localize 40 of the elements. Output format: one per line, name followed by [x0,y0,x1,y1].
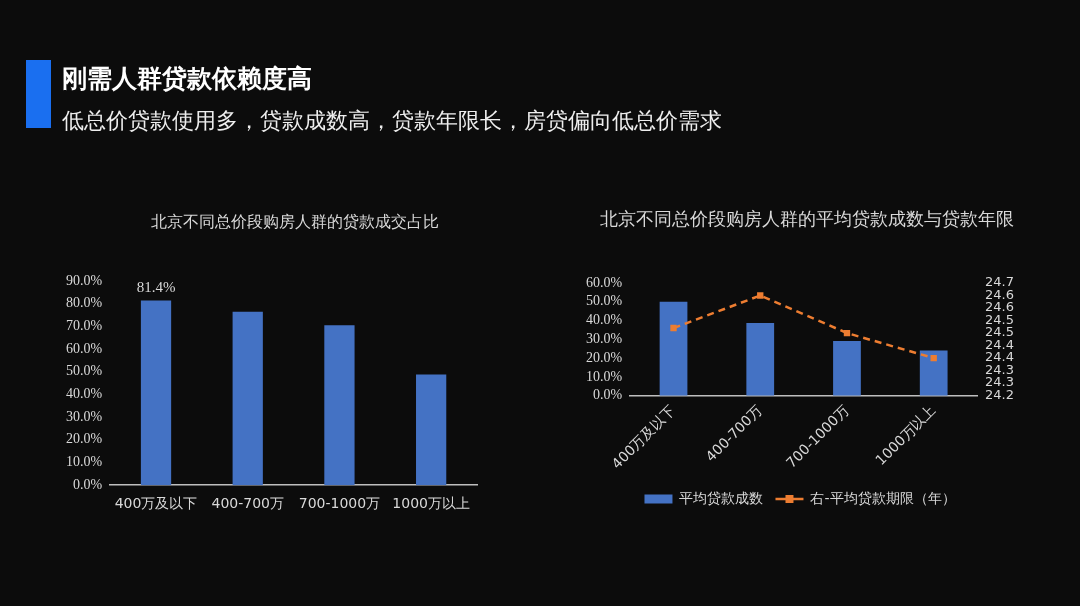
point [757,292,764,299]
y-tick-label: 90.0% [65,272,103,288]
legend-label: 右-平均贷款期限（年） [810,489,956,506]
y-tick-label: 30.0% [65,408,103,424]
bar [324,325,355,486]
legend-label: 平均贷款成数 [679,489,764,506]
bar [746,322,775,396]
y-tick-label: 60.0% [585,274,623,290]
y-tick-label: 50.0% [65,363,103,379]
x-tick-label: 400万及以下 [114,495,198,512]
y-tick-label: 80.0% [65,295,103,311]
text: 刚需人群贷款依赖度高 [62,63,312,95]
point [670,324,677,332]
x-tick-label: 400-700万 [211,495,284,512]
y-tick-label: 20.0% [585,349,623,365]
y-tick-label: 40.0% [585,312,623,328]
bar [140,300,172,486]
y-tick-label: 40.0% [65,386,103,402]
y-tick-label: 50.0% [585,293,623,309]
chart-title: 北京不同总价段购房人群的贷款成交占比 [151,212,439,232]
chart-title: 北京不同总价段购房人群的平均贷款成数与贷款年限 [600,206,1014,230]
y2-tick-label: 24.3 [985,374,1015,390]
bar [833,341,861,396]
y2-tick-label: 24.2 [985,387,1015,402]
y-tick-label: 30.0% [585,330,623,346]
bar [919,350,948,396]
x-tick-label: 700-1000万 [298,495,381,512]
data-label: 81.4% [136,278,176,295]
text: 低总价贷款使用多，贷款成数高，贷款年限长，房贷偏向低总价需求 [62,107,722,135]
x-tick-label: 1000万以上 [392,495,470,512]
y-tick-label: 10.0% [585,368,623,384]
y-tick-label: 10.0% [65,454,103,470]
bar [232,311,263,486]
bar [416,374,447,486]
bar [659,301,688,396]
y-tick-label: 0.0% [592,387,623,403]
y-tick-label: 60.0% [65,340,103,356]
y-tick-label: 0.0% [72,476,103,492]
y-tick-label: 70.0% [65,318,103,334]
y-tick-label: 20.0% [65,431,103,447]
